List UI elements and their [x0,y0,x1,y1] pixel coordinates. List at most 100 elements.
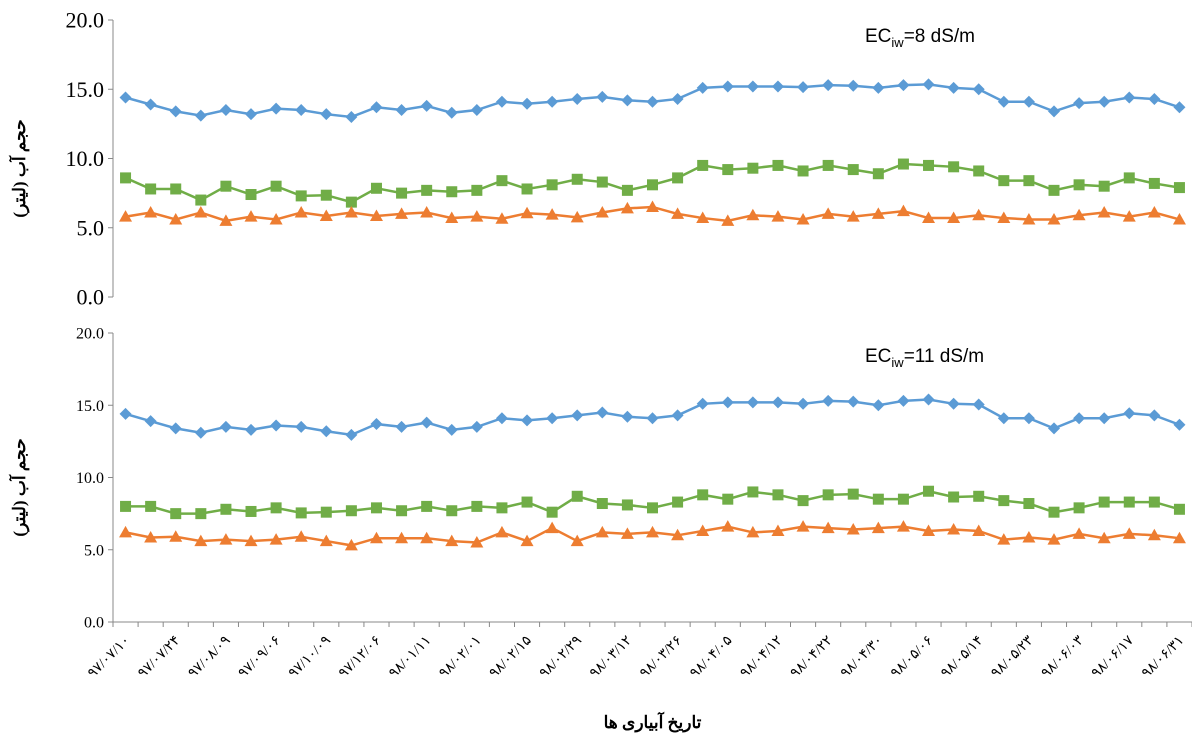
marker [220,180,232,192]
marker [495,525,509,538]
x-tick-label: ۹۷/۰۷/۱۰ [85,633,133,681]
marker [294,206,308,218]
marker [1148,92,1161,105]
x-tick-label: ۹۸/۰۵/۲۳ [989,633,1037,681]
marker [697,489,709,501]
x-tick-label: ۹۸/۰۴/۰۵ [688,633,736,681]
marker [871,207,885,219]
marker [420,99,433,112]
x-tick-label: ۹۸/۰۱/۱۱ [386,633,434,681]
marker [345,505,357,517]
marker [1123,91,1136,104]
marker [747,486,759,498]
marker [1048,506,1060,518]
marker [495,95,508,108]
marker [973,165,985,177]
marker [1022,530,1036,543]
marker [847,79,860,92]
marker [1172,212,1186,225]
marker [145,500,157,512]
marker [395,420,408,433]
marker [395,531,409,544]
marker [947,81,960,94]
marker [923,159,935,171]
marker [420,206,434,218]
marker [846,210,860,222]
marker [847,164,859,176]
marker [520,206,534,219]
marker [344,206,358,218]
marker [1048,184,1060,196]
marker [244,210,258,222]
marker [570,210,584,223]
marker [295,190,307,202]
marker [672,172,684,184]
marker [797,397,810,410]
marker [797,165,809,177]
marker [671,528,685,541]
marker [1122,527,1136,539]
marker [997,95,1010,108]
marker [721,520,735,532]
marker [194,206,208,218]
marker [1072,208,1086,221]
marker [1073,502,1085,514]
marker [872,81,885,94]
marker [169,530,183,542]
marker [621,184,633,196]
marker [696,397,709,410]
marker [546,179,558,191]
marker [746,525,760,538]
marker [697,159,709,171]
marker [646,525,659,538]
marker [973,490,985,502]
marker [596,406,609,419]
y-tick-label: 15.0 [76,398,104,415]
marker [245,108,258,121]
marker [319,209,333,221]
marker [997,533,1011,545]
marker [470,104,483,117]
y-tick-label: 10.0 [66,146,105,171]
marker [269,212,283,225]
marker [270,502,282,514]
y-axis-label: حجم آب (لیتر) [8,119,30,217]
marker [1147,206,1161,218]
marker [120,172,132,184]
marker [721,396,734,409]
x-tick-label: ۹۸/۰۴/۳۰ [838,633,886,681]
marker [595,206,609,218]
marker [746,396,759,409]
marker [997,412,1010,425]
marker [1097,531,1111,544]
marker [771,80,784,93]
marker [771,210,785,222]
marker [596,90,609,103]
marker [621,410,634,423]
x-tick-label: ۹۸/۰۶/۳۱ [1139,633,1187,681]
marker [997,211,1011,224]
marker [671,92,684,105]
marker [1148,177,1160,189]
annotation-main: EC [865,346,891,367]
marker [872,493,884,505]
marker [871,521,885,534]
marker [1172,531,1186,544]
marker [897,79,910,92]
marker [1148,409,1161,422]
x-tick-label: ۹۷/۱۲/۰۶ [336,633,384,681]
marker [571,173,583,185]
marker [696,524,710,536]
marker [1047,533,1061,545]
marker [621,94,634,107]
marker [496,502,508,514]
marker [245,505,257,517]
marker [1147,528,1161,541]
marker [646,200,659,212]
marker [671,409,684,422]
marker [571,409,584,422]
marker [295,507,307,519]
annotation-rest: =8 dS/m [904,26,975,47]
marker [1098,180,1110,192]
